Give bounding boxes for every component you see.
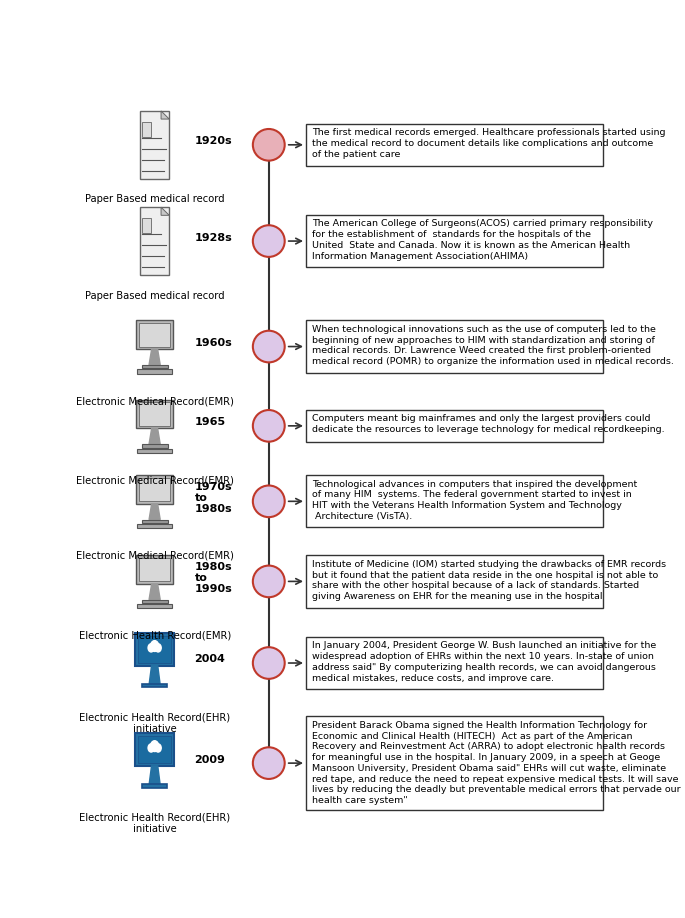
Polygon shape bbox=[161, 207, 169, 216]
Ellipse shape bbox=[253, 747, 285, 779]
Circle shape bbox=[151, 741, 159, 752]
FancyBboxPatch shape bbox=[142, 784, 167, 788]
FancyBboxPatch shape bbox=[142, 218, 151, 233]
FancyBboxPatch shape bbox=[137, 524, 173, 529]
Text: 1970s
to
1980s: 1970s to 1980s bbox=[195, 482, 232, 513]
FancyBboxPatch shape bbox=[149, 746, 161, 749]
FancyBboxPatch shape bbox=[136, 733, 174, 766]
Text: When technological innovations such as the use of computers led to the
beginning: When technological innovations such as t… bbox=[312, 325, 674, 366]
FancyBboxPatch shape bbox=[306, 320, 603, 373]
FancyBboxPatch shape bbox=[139, 558, 171, 581]
Text: Electronic Medical Record(EMR): Electronic Medical Record(EMR) bbox=[76, 396, 234, 406]
Polygon shape bbox=[149, 504, 160, 520]
FancyBboxPatch shape bbox=[306, 476, 603, 528]
FancyBboxPatch shape bbox=[138, 636, 171, 663]
Polygon shape bbox=[149, 429, 160, 444]
Ellipse shape bbox=[253, 410, 285, 442]
FancyBboxPatch shape bbox=[136, 476, 173, 504]
Ellipse shape bbox=[253, 330, 285, 363]
FancyBboxPatch shape bbox=[137, 369, 173, 374]
FancyBboxPatch shape bbox=[149, 646, 161, 649]
FancyBboxPatch shape bbox=[138, 736, 171, 763]
FancyBboxPatch shape bbox=[139, 478, 171, 501]
Text: The first medical records emerged. Healthcare professionals started using
the me: The first medical records emerged. Healt… bbox=[312, 129, 666, 159]
Text: Technological advances in computers that inspired the development
of many HIM  s: Technological advances in computers that… bbox=[312, 480, 638, 521]
FancyBboxPatch shape bbox=[142, 444, 168, 448]
FancyBboxPatch shape bbox=[306, 716, 603, 810]
Circle shape bbox=[151, 641, 159, 652]
FancyBboxPatch shape bbox=[137, 604, 173, 609]
Ellipse shape bbox=[253, 486, 285, 517]
Text: Institute of Medicine (IOM) started studying the drawbacks of EMR records
but it: Institute of Medicine (IOM) started stud… bbox=[312, 560, 667, 601]
Text: 1965: 1965 bbox=[195, 418, 225, 427]
Text: 1980s
to
1990s: 1980s to 1990s bbox=[195, 562, 232, 594]
Text: 2004: 2004 bbox=[195, 655, 225, 665]
Text: Electronic Health Record(EMR): Electronic Health Record(EMR) bbox=[79, 631, 231, 641]
FancyBboxPatch shape bbox=[142, 520, 168, 523]
FancyBboxPatch shape bbox=[140, 207, 169, 274]
FancyBboxPatch shape bbox=[136, 633, 174, 666]
Polygon shape bbox=[149, 584, 160, 599]
Text: 2009: 2009 bbox=[195, 755, 225, 765]
Polygon shape bbox=[149, 666, 160, 684]
FancyBboxPatch shape bbox=[136, 555, 173, 584]
FancyBboxPatch shape bbox=[142, 599, 168, 603]
Circle shape bbox=[148, 744, 154, 752]
FancyBboxPatch shape bbox=[306, 637, 603, 689]
FancyBboxPatch shape bbox=[142, 122, 151, 137]
Circle shape bbox=[155, 644, 161, 652]
Text: The American College of Surgeons(ACOS) carried primary responsibility
for the es: The American College of Surgeons(ACOS) c… bbox=[312, 219, 653, 261]
Polygon shape bbox=[149, 766, 160, 784]
Ellipse shape bbox=[253, 129, 285, 161]
Circle shape bbox=[155, 744, 161, 752]
Ellipse shape bbox=[253, 565, 285, 598]
Text: Electronic Health Record(EHR)
initiative: Electronic Health Record(EHR) initiative bbox=[79, 712, 230, 734]
Text: In January 2004, President George W. Bush launched an initiative for the
widespr: In January 2004, President George W. Bus… bbox=[312, 642, 656, 683]
Text: President Barack Obama signed the Health Information Technology for
Economic and: President Barack Obama signed the Health… bbox=[312, 721, 681, 805]
Text: 1928s: 1928s bbox=[195, 232, 232, 242]
Text: Electronic Medical Record(EMR): Electronic Medical Record(EMR) bbox=[76, 551, 234, 561]
FancyBboxPatch shape bbox=[306, 215, 603, 267]
Text: 1920s: 1920s bbox=[195, 136, 232, 146]
FancyBboxPatch shape bbox=[137, 449, 173, 453]
FancyBboxPatch shape bbox=[142, 684, 167, 688]
FancyBboxPatch shape bbox=[306, 410, 603, 442]
FancyBboxPatch shape bbox=[142, 364, 168, 368]
FancyBboxPatch shape bbox=[306, 555, 603, 608]
FancyBboxPatch shape bbox=[139, 323, 171, 347]
FancyBboxPatch shape bbox=[140, 111, 169, 179]
FancyBboxPatch shape bbox=[306, 124, 603, 166]
Text: 1960s: 1960s bbox=[195, 338, 232, 348]
Polygon shape bbox=[149, 349, 160, 364]
Text: Electronic Health Record(EHR)
initiative: Electronic Health Record(EHR) initiative bbox=[79, 812, 230, 834]
Text: Computers meant big mainframes and only the largest providers could
dedicate the: Computers meant big mainframes and only … bbox=[312, 415, 665, 434]
Text: Paper Based medical record: Paper Based medical record bbox=[85, 195, 225, 205]
FancyBboxPatch shape bbox=[136, 320, 173, 349]
Text: Paper Based medical record: Paper Based medical record bbox=[85, 290, 225, 300]
Text: Electronic Medical Record(EMR): Electronic Medical Record(EMR) bbox=[76, 476, 234, 486]
Circle shape bbox=[148, 644, 154, 652]
Ellipse shape bbox=[253, 647, 285, 678]
Polygon shape bbox=[161, 111, 169, 119]
FancyBboxPatch shape bbox=[139, 402, 171, 426]
FancyBboxPatch shape bbox=[136, 400, 173, 429]
Ellipse shape bbox=[253, 225, 285, 257]
